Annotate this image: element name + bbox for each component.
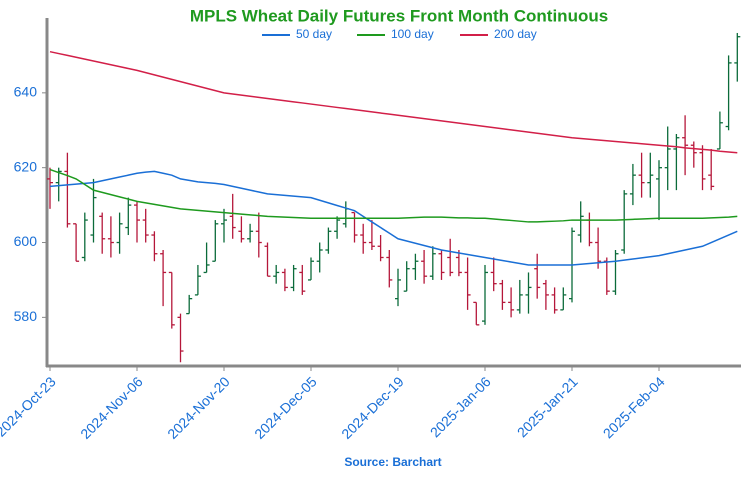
x-tick-label: 2025-Jan-06 bbox=[427, 373, 494, 440]
x-tick-label: 2025-Jan-21 bbox=[514, 373, 581, 440]
legend-label: 200 day bbox=[494, 27, 537, 41]
x-tick-label: 2024-Dec-05 bbox=[251, 373, 320, 442]
x-tick-label: 2025-Feb-04 bbox=[600, 373, 668, 441]
x-tick-label: 2024-Nov-06 bbox=[77, 373, 146, 442]
y-tick-label: 620 bbox=[14, 158, 38, 174]
legend-label: 50 day bbox=[296, 27, 332, 41]
x-tick-label: 2024-Dec-19 bbox=[338, 373, 407, 442]
ma-line bbox=[49, 170, 738, 266]
x-tick-label: 2024-Oct-23 bbox=[0, 373, 59, 439]
chart-title: MPLS Wheat Daily Futures Front Month Con… bbox=[190, 6, 608, 25]
y-tick-label: 600 bbox=[14, 233, 38, 249]
legend-label: 100 day bbox=[391, 27, 434, 41]
x-tick-label: 2024-Nov-20 bbox=[164, 373, 233, 442]
source: Source: Barchart bbox=[344, 455, 441, 469]
ma-line bbox=[49, 168, 738, 223]
ma-line bbox=[49, 50, 738, 154]
y-tick-label: 580 bbox=[14, 308, 38, 324]
y-tick-label: 640 bbox=[14, 84, 38, 100]
